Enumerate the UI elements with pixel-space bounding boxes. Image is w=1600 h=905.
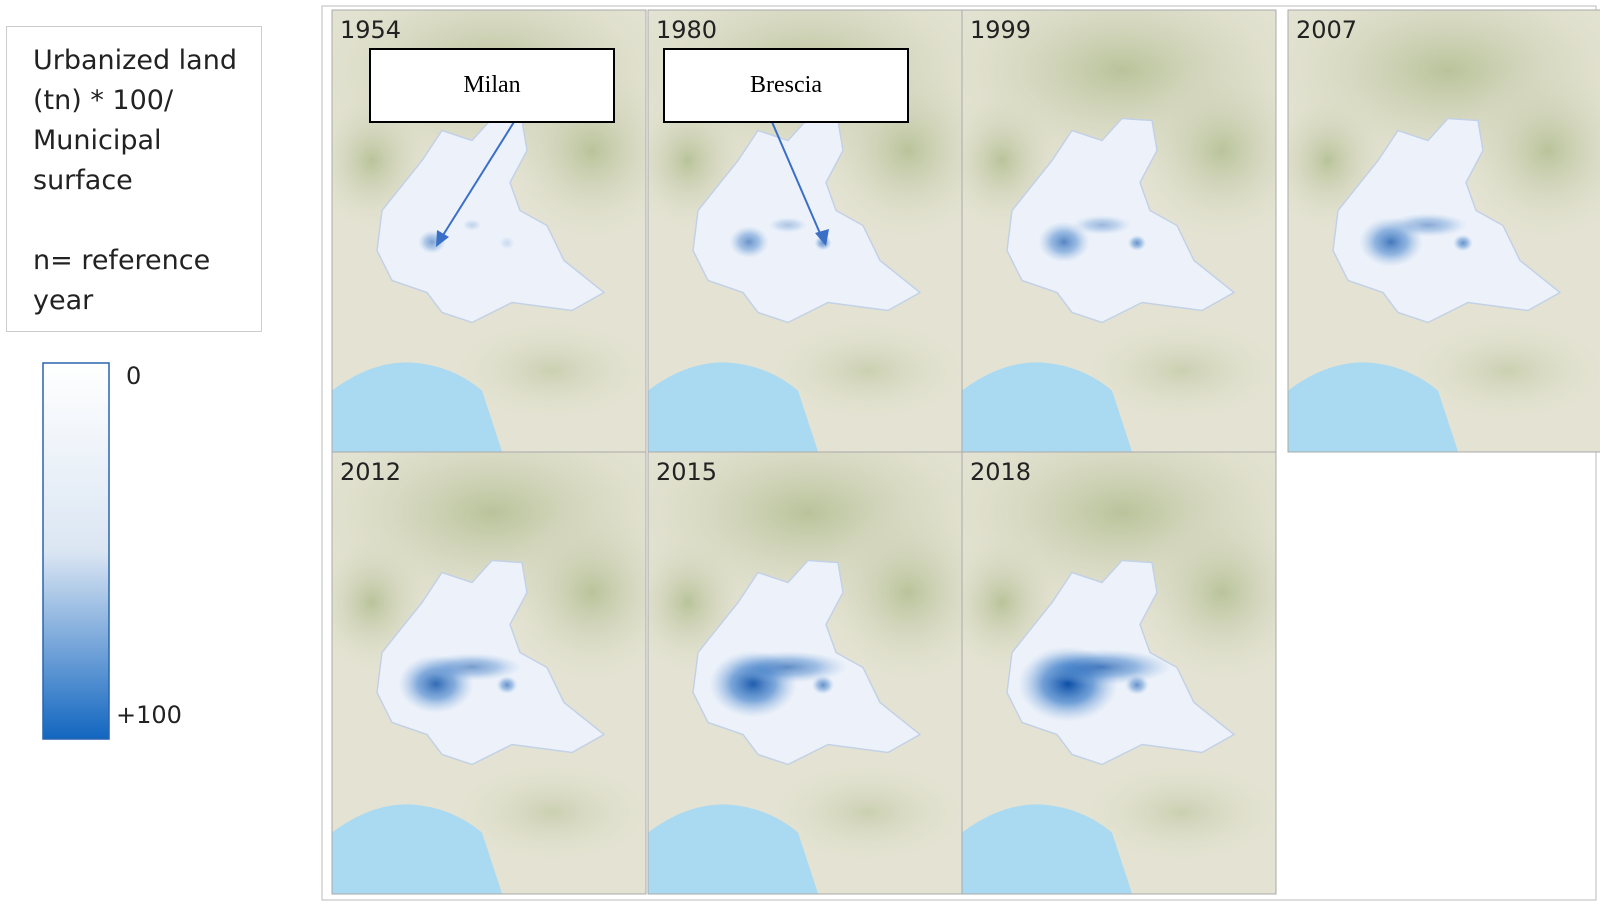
panel-frame [331,451,647,895]
legend-title: Urbanized land (tn) * 100/ Municipal sur… [33,45,237,196]
urban-area [1125,675,1149,695]
map-panel: 2012 [331,451,647,895]
urban-area [814,235,832,251]
map-panel: 1980 [647,9,963,453]
legend-note: n= reference year [33,245,211,316]
callout-arrow [771,121,823,239]
map-panel: 2015 [647,451,963,895]
urban-area [728,651,848,683]
map-panel: 2007 [1287,9,1600,453]
scale-top-label: 0 [126,362,141,390]
legend-box: Urbanized land (tn) * 100/ Municipal sur… [6,26,262,332]
callout-arrow [439,121,515,241]
callouts: Milan Brescia [369,48,909,247]
callout-label: Brescia [750,72,822,98]
panel-frame [961,451,1277,895]
urban-area [1072,215,1132,235]
urban-area [1038,221,1090,263]
scale-bottom-label: +100 [116,701,182,729]
callout-box [663,48,909,123]
map-panel: 1999 [961,9,1277,453]
panels: 1954 1980 1999 2007 2012 2015 2018 [331,9,1600,895]
arrow-head [815,229,829,246]
urban-area [1388,213,1468,237]
callout-box [369,48,615,123]
panel-year: 1954 [340,16,401,44]
urban-area [1127,235,1147,251]
urban-area [422,653,522,681]
panel-year: 2018 [970,458,1031,486]
urban-area [1453,234,1473,252]
callout-label: Milan [463,72,520,98]
urban-area [729,225,769,259]
map-panel: 2018 [961,451,1277,895]
panel-year: 2015 [656,458,717,486]
arrow-head [436,230,449,247]
color-scale [42,362,110,740]
panel-year: 2007 [1296,16,1357,44]
panel-frame [1287,9,1600,453]
urban-area [768,217,808,233]
urban-area [811,675,835,695]
urban-area [499,236,515,250]
panel-year: 2012 [340,458,401,486]
urban-area [1032,649,1172,685]
panel-year: 1980 [656,16,717,44]
figure-frame [321,5,1597,901]
urban-area [462,219,482,231]
urban-area [496,676,518,694]
panel-year: 1999 [970,16,1031,44]
